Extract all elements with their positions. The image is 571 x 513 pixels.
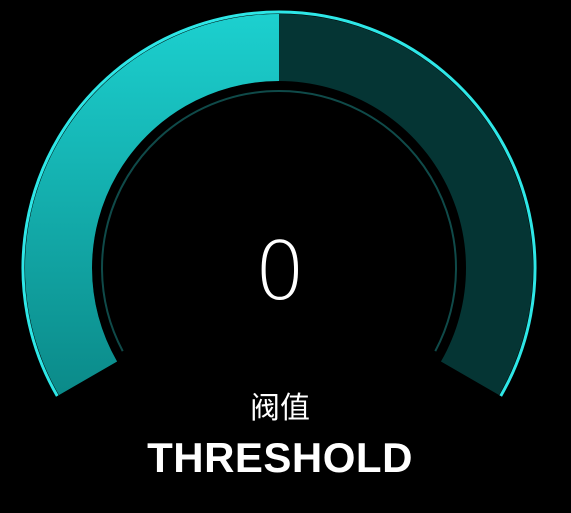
gauge-value: 0 [254,225,306,318]
gauge-label-english: THRESHOLD [147,434,413,481]
gauge-outline-arc [21,10,537,397]
gauge-inner-ring [101,90,457,352]
gauge-fill [25,14,279,395]
gauge-label-chinese: 阀值 [250,391,310,426]
